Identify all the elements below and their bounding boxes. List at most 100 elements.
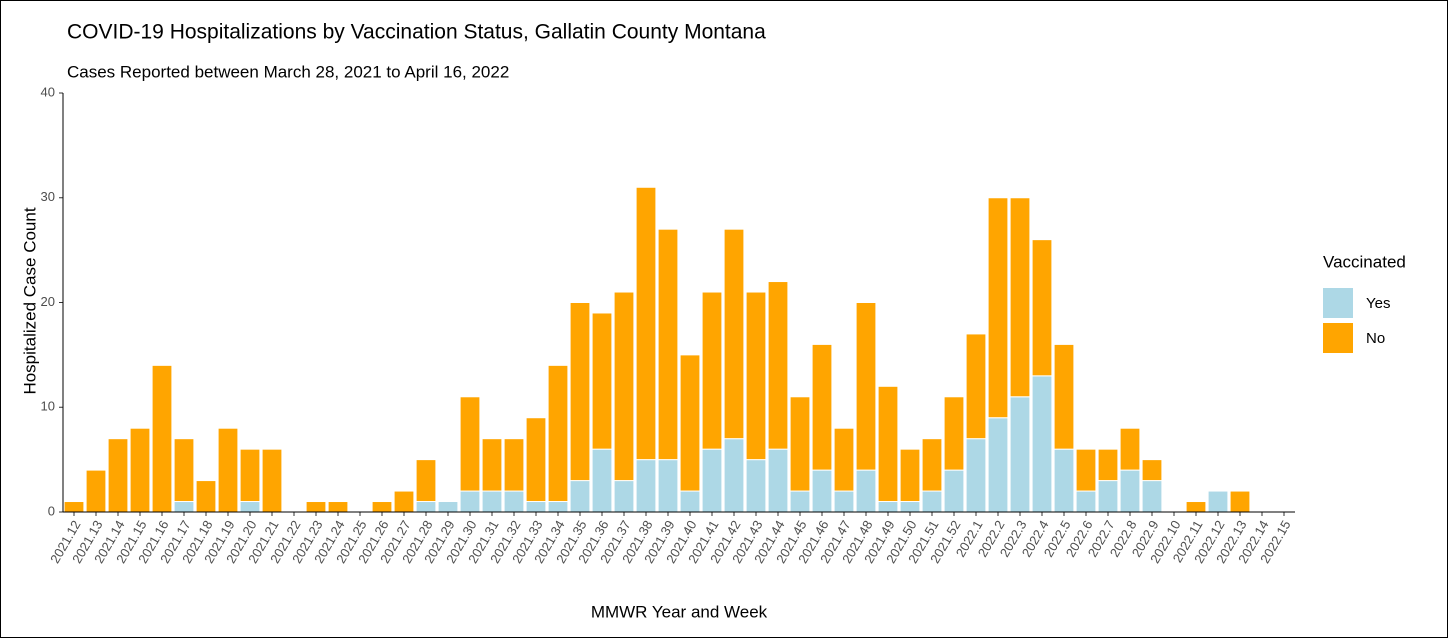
bar-segment bbox=[173, 501, 195, 513]
legend-title: Vaccinated bbox=[1323, 252, 1406, 271]
x-axis-title: MMWR Year and Week bbox=[591, 602, 768, 621]
bar-segment bbox=[811, 469, 833, 513]
bar-segment bbox=[525, 417, 547, 503]
bar-segment bbox=[987, 417, 1009, 513]
bar-segment bbox=[965, 333, 987, 440]
bar-segment bbox=[1097, 448, 1119, 482]
bar-segment bbox=[1185, 501, 1207, 513]
bar-segment bbox=[547, 501, 569, 513]
bar-segment bbox=[723, 228, 745, 440]
bar-segment bbox=[767, 448, 789, 513]
bar-segment bbox=[547, 364, 569, 503]
bar-segment bbox=[569, 480, 591, 513]
bar-segment bbox=[635, 459, 657, 513]
bar-segment bbox=[701, 291, 723, 450]
bar-segment bbox=[1009, 197, 1031, 398]
bar-segment bbox=[1207, 490, 1229, 513]
y-tick-label: 10 bbox=[41, 399, 55, 414]
bar-segment bbox=[239, 448, 261, 503]
bar-segment bbox=[745, 291, 767, 461]
bar-segment bbox=[701, 448, 723, 513]
bar-segment bbox=[1075, 490, 1097, 513]
bar-segment bbox=[723, 438, 745, 513]
bar-segment bbox=[855, 302, 877, 471]
bar-segment bbox=[415, 459, 437, 503]
bar-segment bbox=[1031, 239, 1053, 377]
bar-segment bbox=[921, 490, 943, 513]
bar-segment bbox=[591, 448, 613, 513]
bar-segment bbox=[1119, 469, 1141, 513]
bar-segment bbox=[591, 312, 613, 450]
bar-segment bbox=[459, 490, 481, 513]
bar-segment bbox=[415, 501, 437, 513]
y-tick-label: 40 bbox=[41, 84, 55, 99]
legend-label: No bbox=[1366, 330, 1385, 347]
bar-segment bbox=[371, 501, 393, 513]
bar-segment bbox=[613, 480, 635, 513]
bar-segment bbox=[899, 501, 921, 513]
bar-segment bbox=[789, 490, 811, 513]
bar-segment bbox=[811, 343, 833, 471]
bar-segment bbox=[85, 469, 107, 513]
chart-subtitle: Cases Reported between March 28, 2021 to… bbox=[67, 62, 509, 81]
bar-segment bbox=[1097, 480, 1119, 513]
bar-segment bbox=[1119, 427, 1141, 471]
bar-segment bbox=[877, 385, 899, 503]
bar-segment bbox=[943, 469, 965, 513]
bar-segment bbox=[1141, 480, 1163, 513]
bar-segment bbox=[657, 228, 679, 461]
bar-segment bbox=[327, 501, 349, 513]
y-tick-label: 30 bbox=[41, 189, 55, 204]
legend-label: Yes bbox=[1366, 295, 1390, 312]
bar-segment bbox=[943, 396, 965, 471]
bar-segment bbox=[899, 448, 921, 503]
bar-segment bbox=[481, 438, 503, 492]
bar-segment bbox=[1141, 459, 1163, 482]
bar-segment bbox=[877, 501, 899, 513]
bar-segment bbox=[635, 186, 657, 461]
bar-segment bbox=[569, 302, 591, 482]
bar-segment bbox=[1053, 343, 1075, 450]
y-axis-title: Hospitalized Case Count bbox=[20, 207, 39, 394]
bar-segment bbox=[657, 459, 679, 513]
bar-segment bbox=[679, 490, 701, 513]
bar-segment bbox=[129, 427, 151, 513]
bar-segment bbox=[459, 396, 481, 492]
bar-segment bbox=[613, 291, 635, 482]
bar-segment bbox=[217, 427, 239, 513]
chart-title: COVID-19 Hospitalizations by Vaccination… bbox=[67, 21, 766, 44]
bar-segment bbox=[525, 501, 547, 513]
bar-segment bbox=[195, 480, 217, 513]
bar-segment bbox=[151, 364, 173, 513]
bar-segment bbox=[393, 490, 415, 513]
bar-segment bbox=[855, 469, 877, 513]
bar-segment bbox=[921, 438, 943, 492]
bar-segment bbox=[1031, 375, 1053, 513]
bar-segment bbox=[63, 501, 85, 513]
bar-segment bbox=[745, 459, 767, 513]
bar-segment bbox=[107, 438, 129, 513]
bar-segment bbox=[1075, 448, 1097, 492]
bar-segment bbox=[833, 427, 855, 492]
bar-segment bbox=[481, 490, 503, 513]
bar-segment bbox=[833, 490, 855, 513]
bar-segment bbox=[261, 448, 283, 513]
legend-key bbox=[1323, 323, 1353, 353]
bar-segment bbox=[767, 281, 789, 450]
y-tick-label: 20 bbox=[41, 294, 55, 309]
bar-segment bbox=[305, 501, 327, 513]
bar-segment bbox=[437, 501, 459, 513]
bar-segment bbox=[965, 438, 987, 513]
y-tick-label: 0 bbox=[48, 503, 55, 518]
bar-segment bbox=[173, 438, 195, 503]
bar-segment bbox=[987, 197, 1009, 419]
bar-segment bbox=[679, 354, 701, 492]
bar-segment bbox=[1053, 448, 1075, 513]
bar-segment bbox=[1229, 490, 1251, 513]
legend-key bbox=[1323, 288, 1353, 318]
bar-segment bbox=[789, 396, 811, 492]
bar-segment bbox=[1009, 396, 1031, 513]
bar-segment bbox=[503, 438, 525, 492]
